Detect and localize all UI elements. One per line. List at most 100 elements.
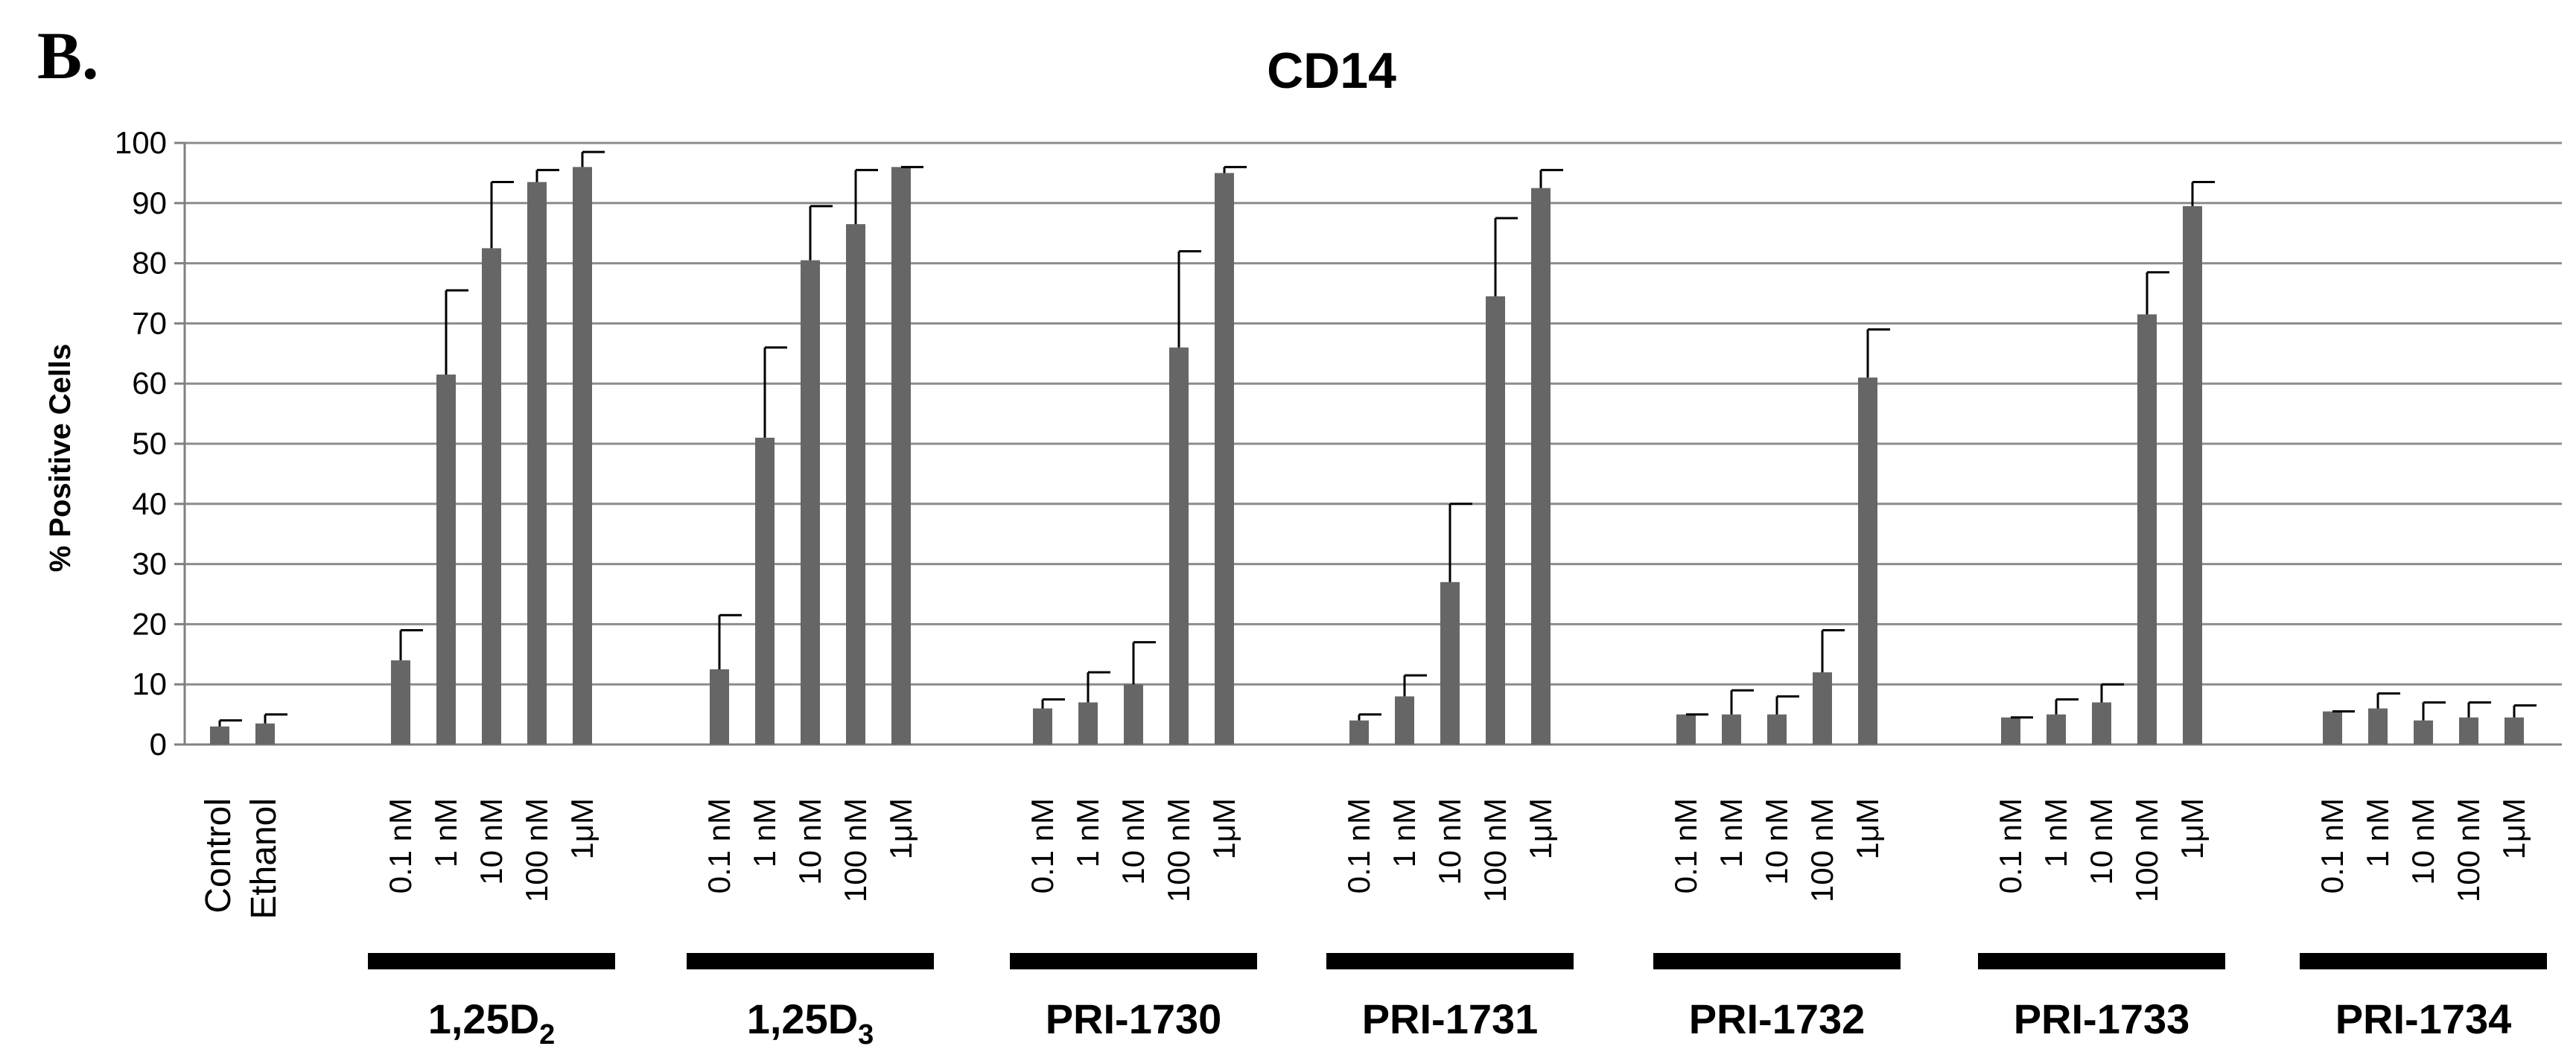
bar — [436, 374, 456, 745]
bar — [891, 167, 911, 745]
x-tick-label: 1μM — [2175, 798, 2210, 860]
group-name: 1,25D — [747, 995, 858, 1042]
bar — [1767, 714, 1787, 745]
group-name: 1,25D — [428, 995, 539, 1042]
group-name: PRI-1733 — [2014, 995, 2190, 1042]
x-tick-label: 10 nM — [792, 798, 827, 885]
x-tick-label: 1 nM — [747, 798, 782, 867]
x-tick-labels: Control Ethanol 0.1 nM 1 nM 10 nM 100 nM 1μM 0.… — [199, 798, 2531, 919]
bar — [2137, 314, 2157, 745]
x-tick-label: 10 nM — [1432, 798, 1467, 885]
bar — [1124, 684, 1143, 745]
x-tick-label: Ethanol — [244, 798, 284, 919]
bar — [391, 660, 410, 745]
bar — [1813, 672, 1832, 745]
x-tick-label: 10 nM — [1116, 798, 1151, 885]
group-bracket — [2300, 953, 2547, 969]
x-tick-label: 1 nM — [428, 798, 463, 867]
x-tick-label: 100 nM — [519, 798, 554, 902]
bar — [846, 224, 865, 745]
x-tick-label: 100 nM — [2451, 798, 2486, 902]
bar — [2459, 717, 2478, 745]
x-tick-label: 10 nM — [2405, 798, 2440, 885]
x-tick-label: 100 nM — [1161, 798, 1196, 902]
bar — [2183, 205, 2202, 745]
bar — [2323, 711, 2342, 745]
x-tick-label: 0.1 nM — [383, 798, 418, 893]
group-label: PRI-1731 — [1362, 995, 1539, 1042]
bar — [1722, 714, 1741, 745]
bar — [2047, 714, 2066, 745]
error-bars — [218, 150, 2537, 727]
y-tick-label: 100 — [115, 125, 167, 160]
group-name: PRI-1732 — [1689, 995, 1866, 1042]
group-name: PRI-1730 — [1046, 995, 1222, 1042]
group-bracket — [1010, 953, 1257, 969]
bar — [1033, 708, 1052, 745]
x-tick-label: 0.1 nM — [2315, 798, 2350, 893]
x-tick-label: 0.1 nM — [1341, 798, 1376, 893]
bar — [2368, 708, 2388, 745]
x-tick-label: 100 nM — [1804, 798, 1839, 902]
y-axis-label: % Positive Cells — [44, 344, 77, 573]
bar — [2092, 702, 2111, 745]
group-label: 1,25D3 — [747, 995, 874, 1051]
x-tick-label: 10 nM — [474, 798, 509, 885]
group-label: 1,25D2 — [428, 995, 556, 1051]
x-tick-label: 1 nM — [1070, 798, 1105, 867]
y-tick-labels: 0 10 20 30 40 50 60 70 80 90 100 — [115, 125, 167, 762]
bar — [2414, 720, 2433, 745]
x-tick-label: 0.1 nM — [702, 798, 737, 893]
bar — [801, 260, 820, 745]
bar — [1169, 347, 1189, 745]
bar — [573, 167, 592, 745]
group-subscript: 2 — [539, 1019, 555, 1051]
x-tick-label: 1μM — [565, 798, 600, 860]
x-tick-label: Control — [199, 798, 238, 914]
group-bracket — [368, 953, 615, 969]
y-tick-label: 50 — [132, 426, 167, 461]
bar — [1078, 702, 1098, 745]
group-label: PRI-1734 — [2335, 995, 2512, 1042]
x-tick-label: 100 nM — [1478, 798, 1513, 902]
chart-title: CD14 — [1267, 42, 1396, 99]
group-label: PRI-1733 — [2014, 995, 2190, 1042]
bar — [2505, 717, 2524, 745]
x-tick-label: 1μM — [1206, 798, 1241, 860]
bar — [527, 182, 547, 745]
bar — [1531, 188, 1551, 745]
bar — [1395, 696, 1414, 745]
bar — [2001, 717, 2020, 745]
x-tick-label: 0.1 nM — [1993, 798, 2028, 893]
group-label: PRI-1732 — [1689, 995, 1866, 1042]
y-tick-label: 30 — [132, 546, 167, 581]
x-tick-label: 1 nM — [1387, 798, 1422, 867]
group-bracket — [687, 953, 934, 969]
x-tick-label: 100 nM — [2129, 798, 2164, 902]
y-tick-label: 40 — [132, 486, 167, 521]
y-tick-label: 70 — [132, 305, 167, 340]
group-bracket — [1978, 953, 2225, 969]
bar — [1440, 581, 1460, 745]
y-tick-label: 10 — [132, 666, 167, 701]
x-tick-label: 1 nM — [1714, 798, 1749, 867]
x-tick-label: 0.1 nM — [1025, 798, 1060, 893]
group-name: PRI-1734 — [2335, 995, 2512, 1042]
bar — [755, 437, 775, 745]
bar — [710, 669, 729, 745]
x-tick-label: 1 nM — [2038, 798, 2073, 867]
y-tick-label: 90 — [132, 185, 167, 220]
x-tick-label: 1μM — [883, 798, 918, 860]
x-tick-label: 1 nM — [2360, 798, 2395, 867]
x-tick-label: 10 nM — [1759, 798, 1794, 885]
group-bracket — [1326, 953, 1574, 969]
bar — [210, 726, 229, 745]
group-subscript: 3 — [858, 1019, 874, 1051]
group-labels: 1,25D2 1,25D3 PRI-1730 PRI-1731 PRI-1732 PRI-… — [368, 953, 2547, 1051]
bar — [1676, 714, 1696, 745]
group-bracket — [1653, 953, 1901, 969]
bar — [1215, 173, 1234, 745]
panel-label: B. — [37, 19, 99, 93]
bar — [482, 248, 501, 745]
